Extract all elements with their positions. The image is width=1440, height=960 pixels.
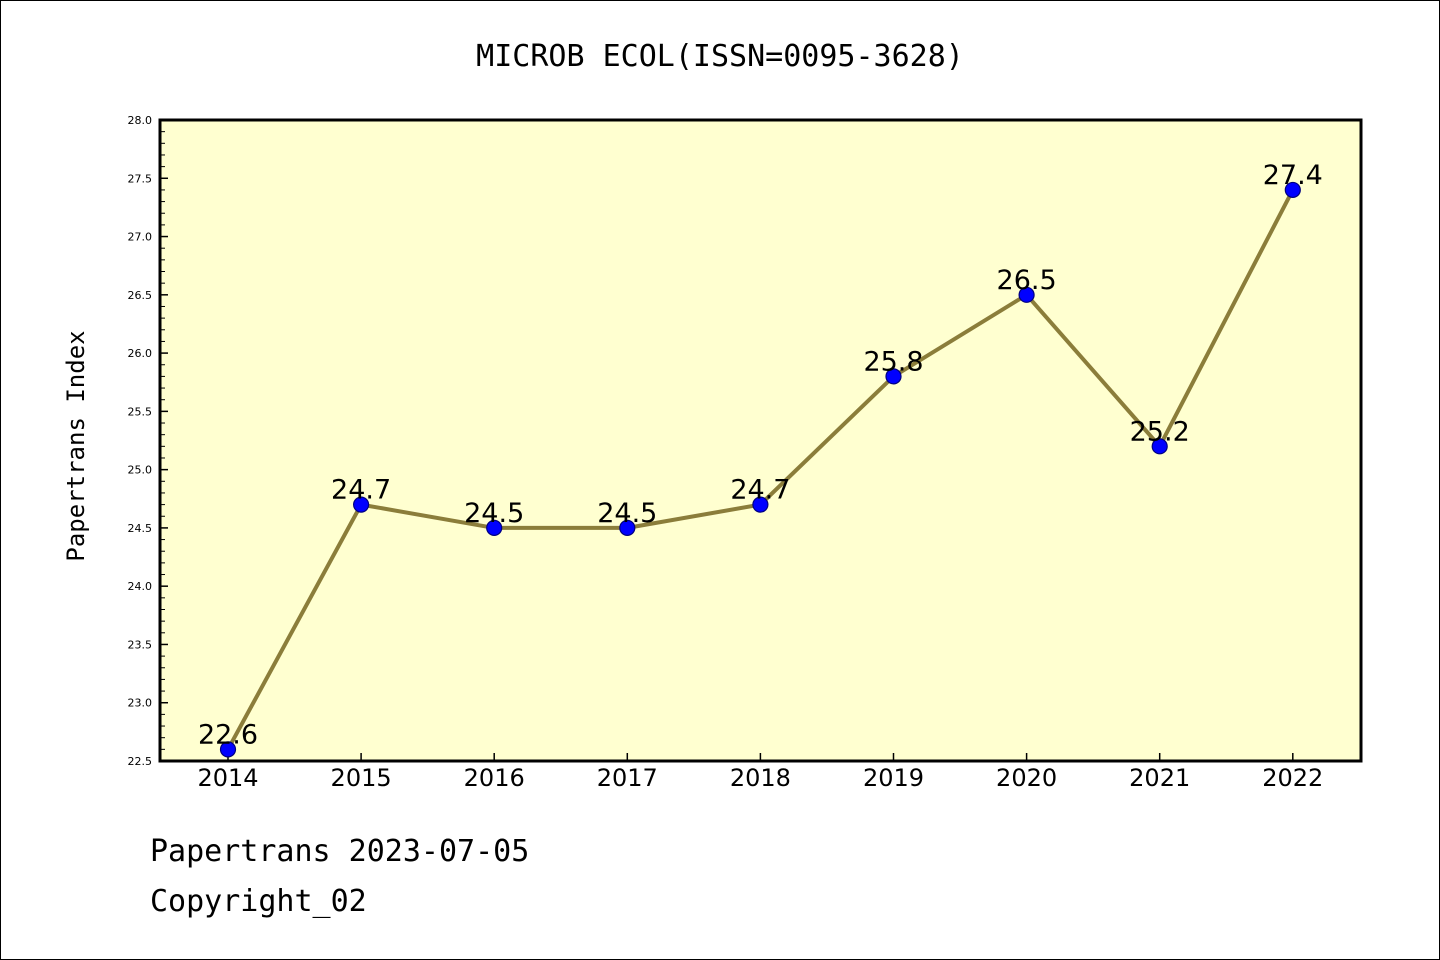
data-label: 25.2	[1130, 416, 1190, 447]
plot-frame	[158, 118, 1363, 763]
y-tick-label: 25.0	[128, 464, 153, 477]
y-tick-label: 28.0	[128, 114, 153, 127]
x-tick-label: 2017	[597, 764, 658, 792]
x-axis: 2014 2015 2016 2017 2018 2019 2020 2021 2022	[197, 753, 1323, 792]
y-axis: 22.5 23.0 23.5 24.0 24.5 25.0 25.5 26.0 26.5 27.0…	[128, 114, 168, 768]
y-axis-label: Papertrans Index	[62, 330, 90, 561]
chart-title: MICROB ECOL(ISSN=0095-3628)	[476, 39, 964, 74]
data-point	[219, 741, 237, 758]
data-point	[1284, 181, 1301, 199]
y-tick-label: 24.0	[128, 580, 153, 593]
data-point	[885, 368, 902, 385]
data-label: 24.5	[464, 498, 524, 529]
x-tick-label: 2016	[464, 764, 525, 792]
data-label: 22.6	[198, 719, 258, 750]
x-tick-label: 2022	[1262, 764, 1323, 792]
y-tick-label: 27.0	[128, 231, 153, 244]
data-point	[1151, 438, 1168, 455]
y-tick-label: 24.5	[128, 522, 153, 535]
footer-date-text: Papertrans 2023-07-05	[150, 834, 530, 869]
data-label: 24.5	[597, 498, 657, 529]
data-label: 24.7	[730, 475, 790, 506]
data-label: 24.7	[331, 475, 391, 506]
x-tick-label: 2018	[730, 764, 791, 792]
y-tick-label: 26.0	[128, 347, 153, 360]
x-tick-label: 2021	[1129, 764, 1190, 792]
data-point	[1018, 286, 1035, 303]
y-tick-label: 22.5	[128, 755, 153, 768]
y-tick-label: 27.5	[128, 172, 153, 185]
x-tick-label: 2015	[331, 764, 392, 792]
x-tick-label: 2014	[197, 764, 258, 792]
data-point	[486, 519, 503, 537]
data-point	[619, 519, 636, 537]
data-label: 26.5	[997, 265, 1057, 296]
y-tick-label: 23.5	[128, 638, 153, 651]
x-tick-label: 2019	[863, 764, 924, 792]
x-tick-label: 2020	[996, 764, 1057, 792]
data-point	[752, 496, 769, 513]
data-labels: 22.6 24.7 24.5 24.5 24.7 25.8 26.5 25.2 27.4	[198, 160, 1323, 750]
footer-copyright-text: Copyright_02	[150, 884, 367, 919]
series-markers	[219, 181, 1301, 758]
y-tick-label: 23.0	[128, 697, 153, 710]
data-point	[353, 496, 370, 513]
data-label: 25.8	[863, 346, 923, 377]
y-tick-label: 25.5	[128, 405, 153, 418]
data-label: 27.4	[1263, 160, 1323, 191]
y-tick-label: 26.5	[128, 289, 153, 302]
